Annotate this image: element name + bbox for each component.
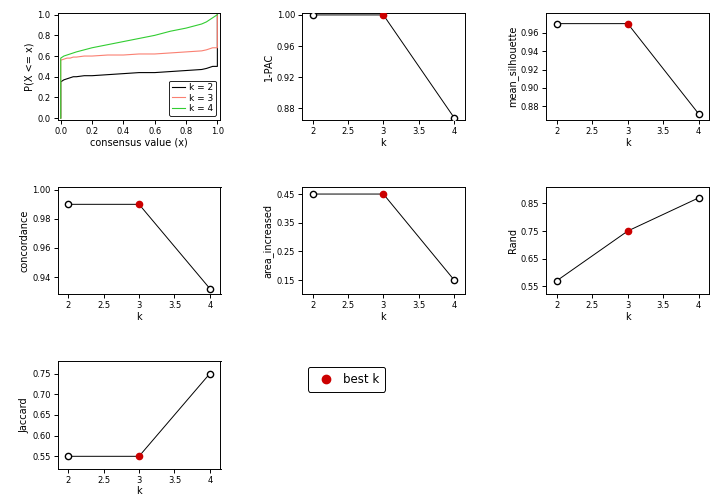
X-axis label: k: k bbox=[381, 312, 386, 322]
Y-axis label: 1-PAC: 1-PAC bbox=[264, 52, 274, 81]
X-axis label: consensus value (x): consensus value (x) bbox=[90, 138, 188, 148]
X-axis label: k: k bbox=[625, 138, 631, 148]
X-axis label: k: k bbox=[136, 486, 142, 496]
Y-axis label: P(X <= x): P(X <= x) bbox=[24, 42, 35, 91]
Legend: best k: best k bbox=[308, 367, 385, 392]
Y-axis label: area_increased: area_increased bbox=[263, 204, 274, 278]
Y-axis label: mean_silhouette: mean_silhouette bbox=[507, 26, 518, 107]
Legend: k = 2, k = 3, k = 4: k = 2, k = 3, k = 4 bbox=[169, 81, 216, 115]
X-axis label: k: k bbox=[136, 312, 142, 322]
X-axis label: k: k bbox=[625, 312, 631, 322]
Y-axis label: Jaccard: Jaccard bbox=[19, 397, 30, 433]
Y-axis label: concordance: concordance bbox=[19, 210, 30, 272]
Y-axis label: Rand: Rand bbox=[508, 228, 518, 253]
X-axis label: k: k bbox=[381, 138, 386, 148]
